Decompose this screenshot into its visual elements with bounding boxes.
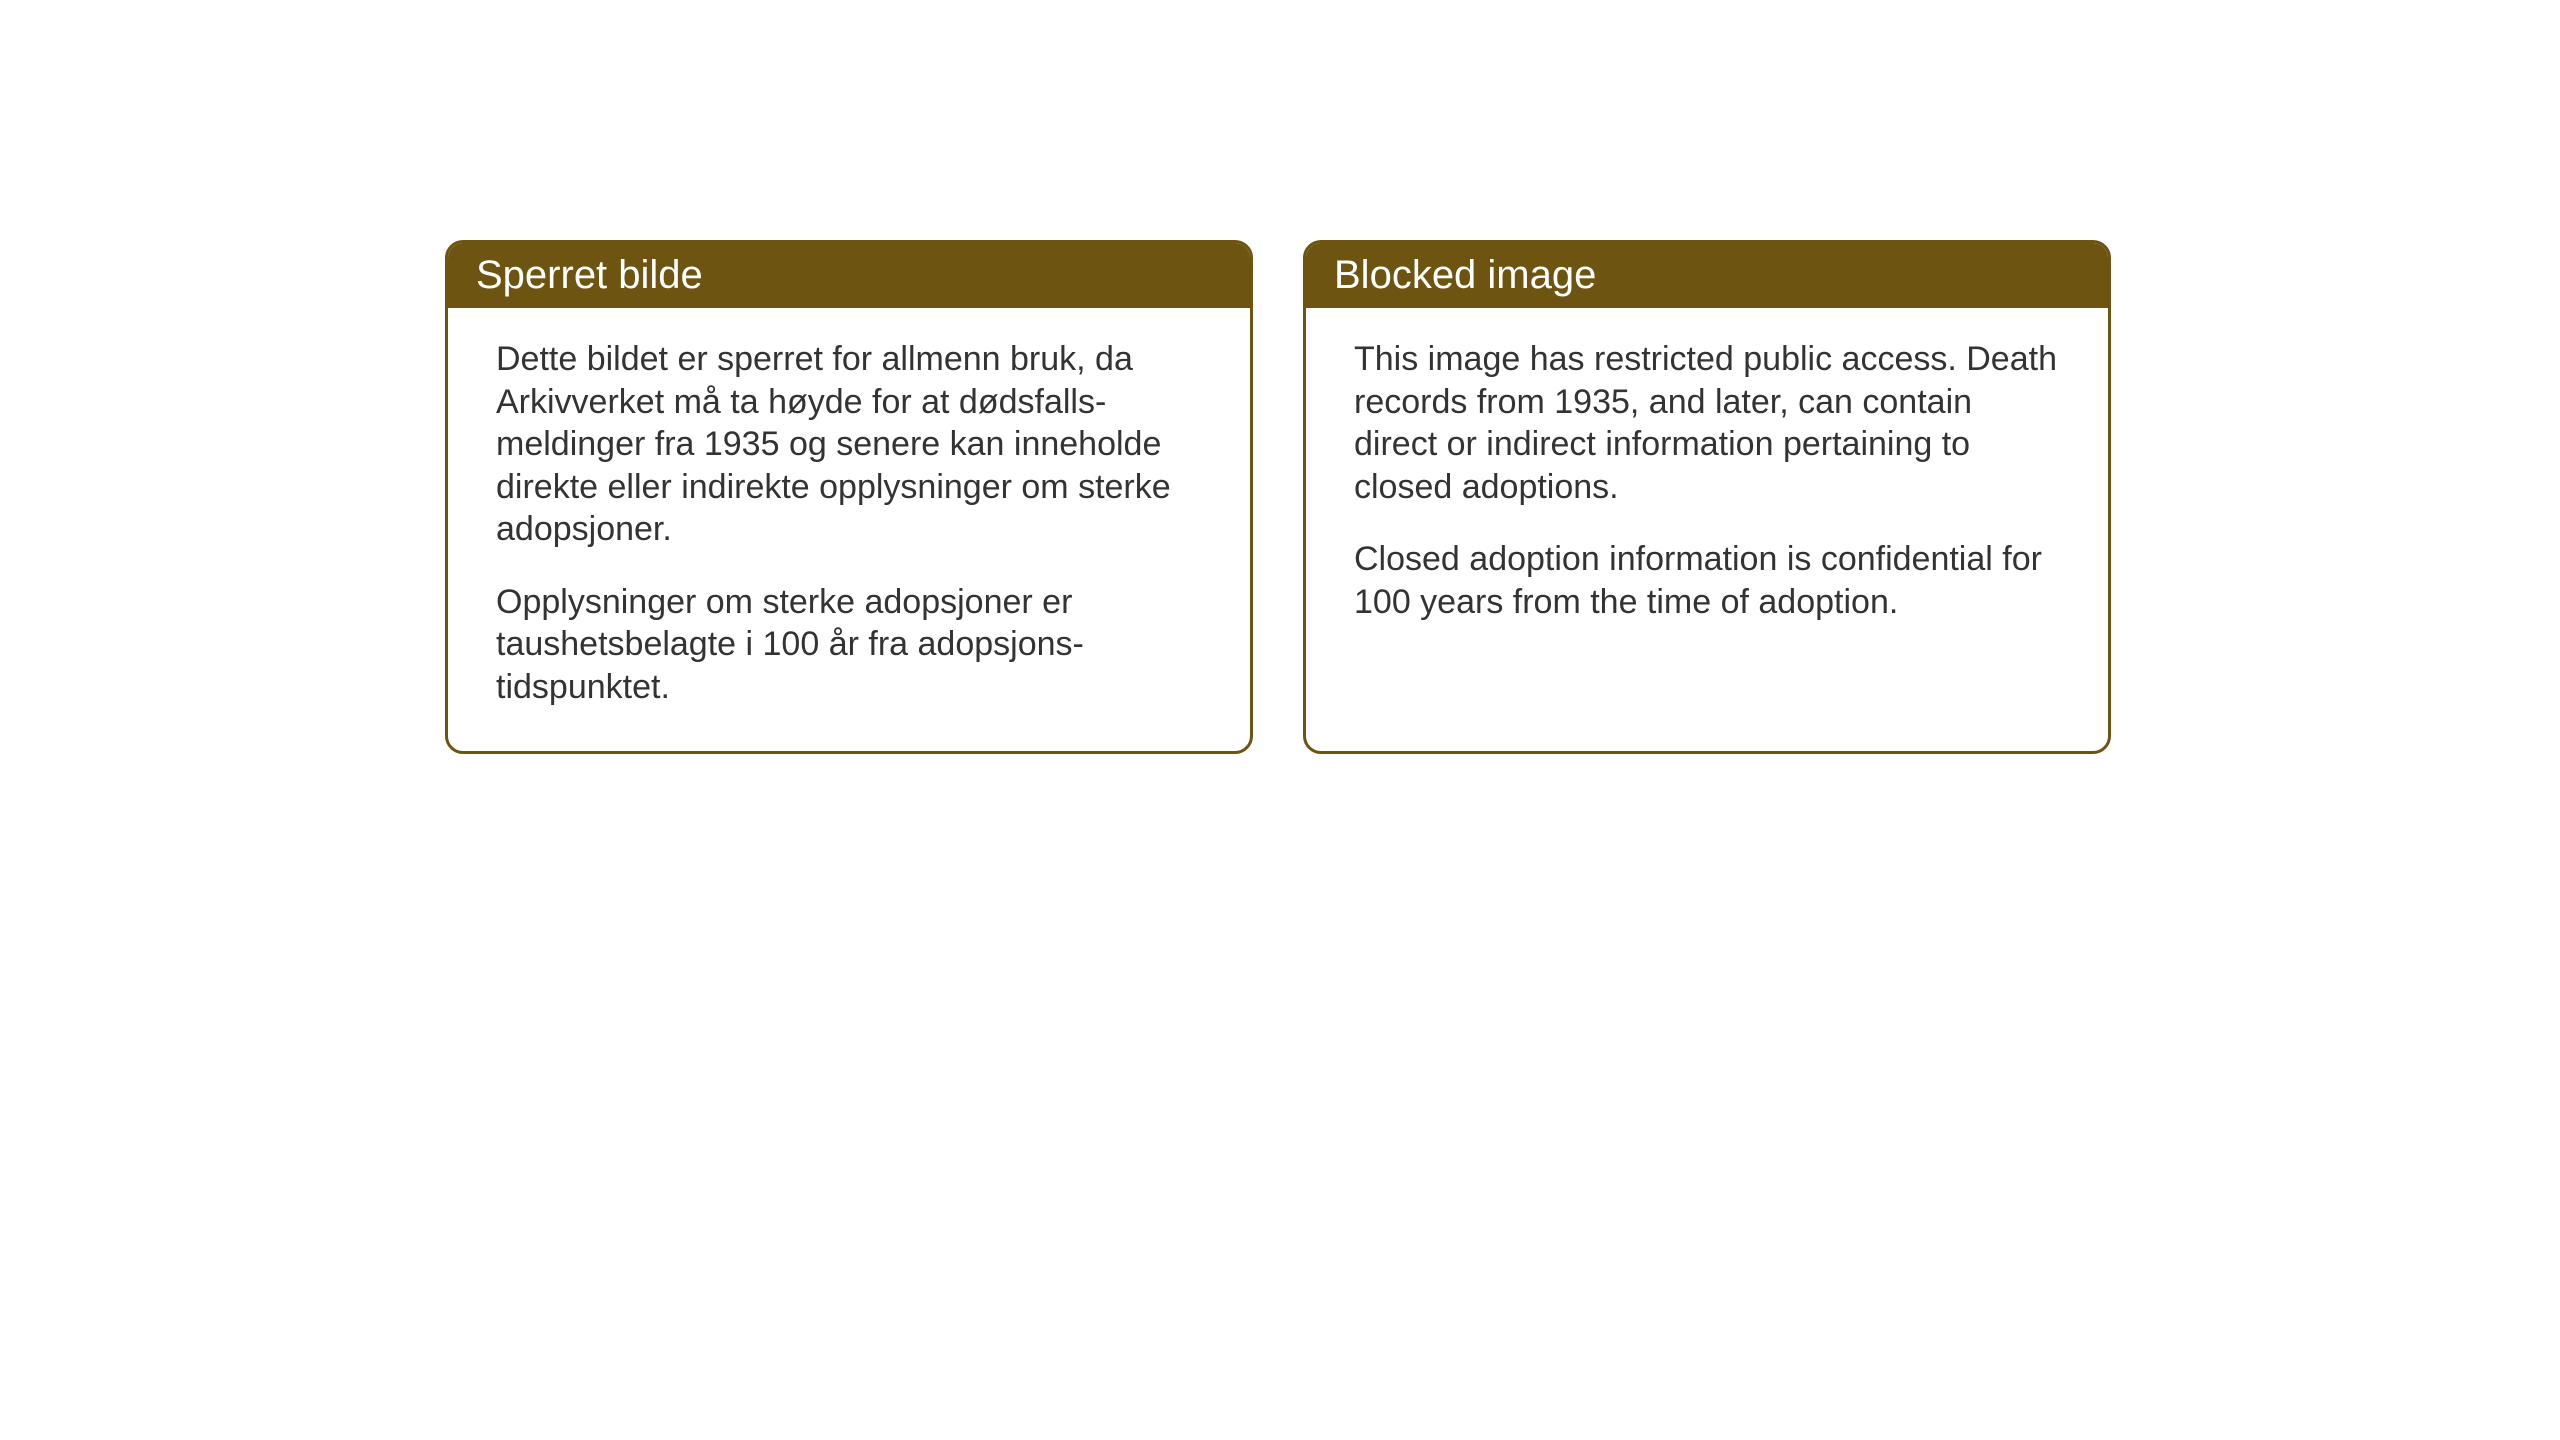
card-paragraph-1-norwegian: Dette bildet er sperret for allmenn bruk… — [496, 338, 1202, 551]
card-title-norwegian: Sperret bilde — [476, 253, 703, 297]
card-header-english: Blocked image — [1306, 243, 2108, 308]
card-paragraph-1-english: This image has restricted public access.… — [1354, 338, 2060, 508]
card-body-english: This image has restricted public access.… — [1306, 308, 2108, 663]
cards-container: Sperret bilde Dette bildet er sperret fo… — [445, 240, 2111, 754]
card-title-english: Blocked image — [1334, 253, 1596, 297]
notice-card-norwegian: Sperret bilde Dette bildet er sperret fo… — [445, 240, 1253, 754]
card-header-norwegian: Sperret bilde — [448, 243, 1250, 308]
card-paragraph-2-norwegian: Opplysninger om sterke adopsjoner er tau… — [496, 581, 1202, 709]
notice-card-english: Blocked image This image has restricted … — [1303, 240, 2111, 754]
card-body-norwegian: Dette bildet er sperret for allmenn bruk… — [448, 308, 1250, 748]
card-paragraph-2-english: Closed adoption information is confident… — [1354, 538, 2060, 623]
